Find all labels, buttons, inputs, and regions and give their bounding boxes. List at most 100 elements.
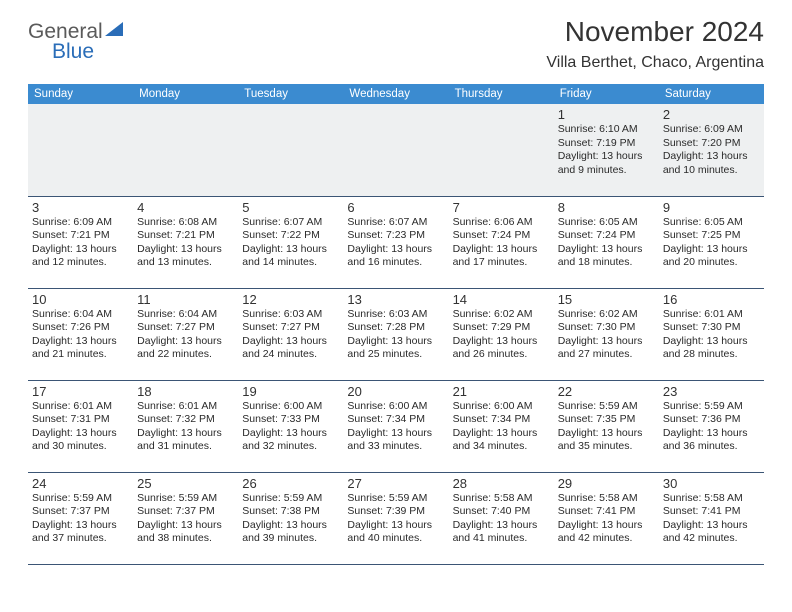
day-line: and 25 minutes. bbox=[347, 348, 444, 362]
day-line: Daylight: 13 hours bbox=[663, 243, 760, 257]
day-line: Daylight: 13 hours bbox=[32, 427, 129, 441]
day-line: Sunrise: 6:04 AM bbox=[137, 308, 234, 322]
day-line: Sunrise: 5:58 AM bbox=[558, 492, 655, 506]
day-line: Sunrise: 5:59 AM bbox=[32, 492, 129, 506]
day-cell bbox=[449, 104, 554, 196]
day-line: Sunrise: 6:05 AM bbox=[663, 216, 760, 230]
day-line: Sunrise: 6:09 AM bbox=[663, 123, 760, 137]
week-row: 1Sunrise: 6:10 AMSunset: 7:19 PMDaylight… bbox=[28, 104, 764, 196]
day-line: Daylight: 13 hours bbox=[242, 427, 339, 441]
day-line: and 41 minutes. bbox=[453, 532, 550, 546]
day-cell: 8Sunrise: 6:05 AMSunset: 7:24 PMDaylight… bbox=[554, 196, 659, 288]
day-line: Daylight: 13 hours bbox=[558, 427, 655, 441]
day-number: 21 bbox=[453, 384, 550, 399]
day-line: Daylight: 13 hours bbox=[242, 335, 339, 349]
day-line: Daylight: 13 hours bbox=[242, 519, 339, 533]
day-line: Sunset: 7:37 PM bbox=[137, 505, 234, 519]
day-cell: 30Sunrise: 5:58 AMSunset: 7:41 PMDayligh… bbox=[659, 472, 764, 564]
day-line: and 42 minutes. bbox=[663, 532, 760, 546]
day-cell: 19Sunrise: 6:00 AMSunset: 7:33 PMDayligh… bbox=[238, 380, 343, 472]
day-line: Daylight: 13 hours bbox=[347, 519, 444, 533]
day-line: Sunset: 7:32 PM bbox=[137, 413, 234, 427]
day-line: Sunrise: 5:59 AM bbox=[558, 400, 655, 414]
day-line: and 13 minutes. bbox=[137, 256, 234, 270]
day-number: 22 bbox=[558, 384, 655, 399]
day-line: Sunset: 7:27 PM bbox=[242, 321, 339, 335]
day-line: Sunrise: 6:02 AM bbox=[558, 308, 655, 322]
day-cell: 5Sunrise: 6:07 AMSunset: 7:22 PMDaylight… bbox=[238, 196, 343, 288]
day-line: Sunset: 7:26 PM bbox=[32, 321, 129, 335]
day-number: 24 bbox=[32, 476, 129, 491]
day-line: Sunset: 7:41 PM bbox=[558, 505, 655, 519]
day-line: Sunrise: 5:59 AM bbox=[347, 492, 444, 506]
day-cell: 9Sunrise: 6:05 AMSunset: 7:25 PMDaylight… bbox=[659, 196, 764, 288]
day-line: Daylight: 13 hours bbox=[558, 243, 655, 257]
day-cell: 11Sunrise: 6:04 AMSunset: 7:27 PMDayligh… bbox=[133, 288, 238, 380]
day-line: Daylight: 13 hours bbox=[137, 427, 234, 441]
day-line: Sunset: 7:34 PM bbox=[453, 413, 550, 427]
day-line: Sunrise: 5:58 AM bbox=[663, 492, 760, 506]
day-line: and 38 minutes. bbox=[137, 532, 234, 546]
day-line: Sunrise: 6:02 AM bbox=[453, 308, 550, 322]
week-row: 10 Sunrise: 6:04 AM Sunset: 7:26 PM Dayligh… bbox=[28, 288, 764, 380]
day-line: and 27 minutes. bbox=[558, 348, 655, 362]
day-line: Sunrise: 5:58 AM bbox=[453, 492, 550, 506]
day-line: Sunrise: 6:03 AM bbox=[242, 308, 339, 322]
day-line: Sunrise: 6:01 AM bbox=[32, 400, 129, 414]
day-line: Sunrise: 5:59 AM bbox=[137, 492, 234, 506]
day-cell: 29Sunrise: 5:58 AMSunset: 7:41 PMDayligh… bbox=[554, 472, 659, 564]
day-line: and 20 minutes. bbox=[663, 256, 760, 270]
day-number: 13 bbox=[347, 292, 444, 307]
title-block: November 2024 Villa Berthet, Chaco, Arge… bbox=[546, 16, 764, 78]
day-number: 16 bbox=[663, 292, 760, 307]
day-line: Sunrise: 6:01 AM bbox=[663, 308, 760, 322]
brand-word2: Blue bbox=[52, 40, 123, 64]
day-line: Sunset: 7:38 PM bbox=[242, 505, 339, 519]
day-line: Sunset: 7:40 PM bbox=[453, 505, 550, 519]
day-line: Sunset: 7:30 PM bbox=[663, 321, 760, 335]
day-number: 29 bbox=[558, 476, 655, 491]
day-number: 20 bbox=[347, 384, 444, 399]
day-line: Sunset: 7:34 PM bbox=[347, 413, 444, 427]
day-line: Sunrise: 6:00 AM bbox=[347, 400, 444, 414]
day-line: Daylight: 13 hours bbox=[137, 243, 234, 257]
day-line: and 12 minutes. bbox=[32, 256, 129, 270]
day-cell: 3Sunrise: 6:09 AMSunset: 7:21 PMDaylight… bbox=[28, 196, 133, 288]
day-line: Sunset: 7:21 PM bbox=[32, 229, 129, 243]
day-line: Sunset: 7:29 PM bbox=[453, 321, 550, 335]
day-line: Sunrise: 6:09 AM bbox=[32, 216, 129, 230]
day-cell: 2Sunrise: 6:09 AMSunset: 7:20 PMDaylight… bbox=[659, 104, 764, 196]
day-line: Sunset: 7:41 PM bbox=[663, 505, 760, 519]
day-line: and 16 minutes. bbox=[347, 256, 444, 270]
day-line: Sunset: 7:35 PM bbox=[558, 413, 655, 427]
day-line: Daylight: 13 hours bbox=[453, 519, 550, 533]
day-number: 19 bbox=[242, 384, 339, 399]
day-line: and 30 minutes. bbox=[32, 440, 129, 454]
day-line: Daylight: 13 hours bbox=[137, 519, 234, 533]
day-line: and 40 minutes. bbox=[347, 532, 444, 546]
day-cell bbox=[28, 104, 133, 196]
day-line: Sunset: 7:27 PM bbox=[137, 321, 234, 335]
day-line: Sunset: 7:28 PM bbox=[347, 321, 444, 335]
day-number: 10 bbox=[32, 292, 129, 307]
day-number: 9 bbox=[663, 200, 760, 215]
week-row: 24Sunrise: 5:59 AMSunset: 7:37 PMDayligh… bbox=[28, 472, 764, 564]
day-line: Sunset: 7:20 PM bbox=[663, 137, 760, 151]
day-line: Sunset: 7:24 PM bbox=[453, 229, 550, 243]
day-line: and 18 minutes. bbox=[558, 256, 655, 270]
day-cell: 16Sunrise: 6:01 AMSunset: 7:30 PMDayligh… bbox=[659, 288, 764, 380]
day-line: Sunset: 7:37 PM bbox=[32, 505, 129, 519]
day-number: 2 bbox=[663, 107, 760, 122]
day-line: Daylight: 13 hours bbox=[347, 335, 444, 349]
day-line: Sunset: 7:21 PM bbox=[137, 229, 234, 243]
day-line: and 31 minutes. bbox=[137, 440, 234, 454]
dayname: Saturday bbox=[659, 84, 764, 104]
dayname: Wednesday bbox=[343, 84, 448, 104]
day-line: Sunrise: 6:05 AM bbox=[558, 216, 655, 230]
month-title: November 2024 bbox=[546, 16, 764, 48]
day-cell: 18Sunrise: 6:01 AMSunset: 7:32 PMDayligh… bbox=[133, 380, 238, 472]
day-line: Sunset: 7:31 PM bbox=[32, 413, 129, 427]
day-cell: 26Sunrise: 5:59 AMSunset: 7:38 PMDayligh… bbox=[238, 472, 343, 564]
day-line: Sunrise: 6:03 AM bbox=[347, 308, 444, 322]
day-cell: 28Sunrise: 5:58 AMSunset: 7:40 PMDayligh… bbox=[449, 472, 554, 564]
